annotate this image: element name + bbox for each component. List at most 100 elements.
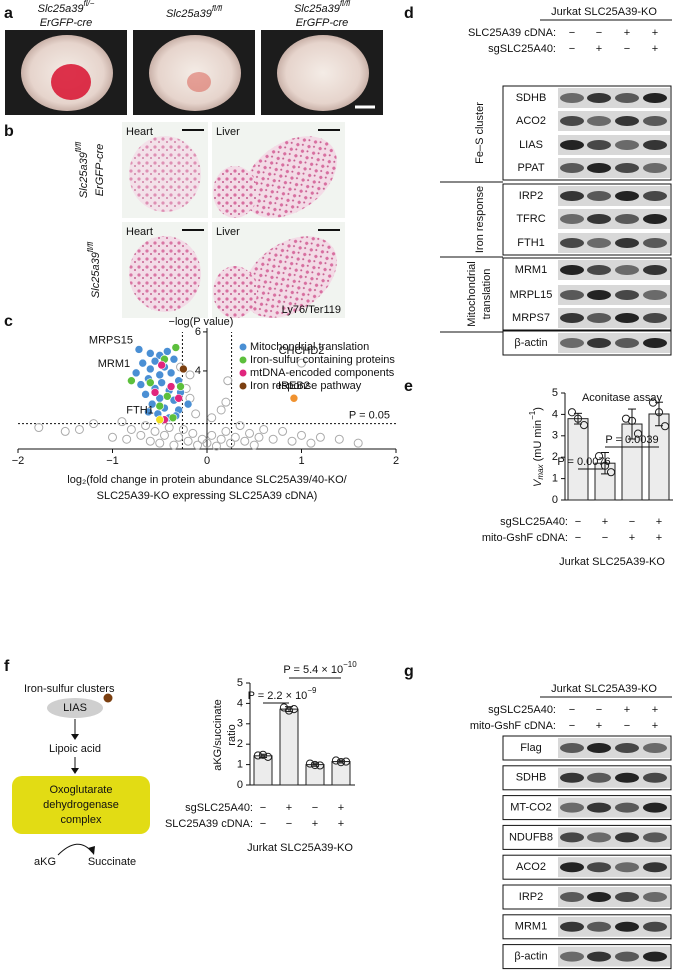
y-tick-label: 2 <box>552 451 558 463</box>
data-point <box>157 360 166 370</box>
blot-band <box>587 93 611 103</box>
data-point <box>145 436 155 446</box>
y-tick-label: 3 <box>552 430 558 442</box>
blot-band <box>560 832 584 843</box>
data-point <box>334 434 344 444</box>
embryo <box>277 35 369 111</box>
blot-band <box>615 921 639 932</box>
blot-band <box>615 832 639 843</box>
data-point <box>207 413 217 423</box>
blot-band <box>615 892 639 902</box>
blot-band <box>615 238 639 248</box>
replicate-point <box>567 408 577 417</box>
protein-label: NDUFB8 <box>509 831 553 843</box>
data-point <box>117 417 127 427</box>
y-tick-label: 4 <box>195 365 201 377</box>
blood <box>187 72 211 92</box>
blot-band <box>643 743 667 753</box>
data-point <box>171 343 181 352</box>
x-tick-label: 2 <box>393 455 399 467</box>
blot-strip <box>558 308 670 328</box>
replicate-point <box>594 452 604 461</box>
p-threshold-label: P = 0.05 <box>349 410 390 422</box>
data-point <box>168 413 178 423</box>
blot-band <box>643 772 667 783</box>
blot-strip <box>558 111 670 131</box>
blot-band <box>587 862 611 873</box>
data-point <box>178 424 188 434</box>
protein-label: IRP2 <box>519 190 543 202</box>
legend-swatch <box>239 369 247 377</box>
blot-band <box>587 772 611 783</box>
condition-sign: − <box>260 818 266 830</box>
replicate-point <box>331 756 341 765</box>
blot-band <box>560 892 584 902</box>
point-label: MRM1 <box>98 358 130 370</box>
blot-band <box>643 892 667 902</box>
group-box <box>502 765 672 791</box>
data-point <box>141 390 150 399</box>
y-tick-label: 1 <box>552 473 558 485</box>
tissue-label: Heart <box>126 126 153 138</box>
legend-label: mtDNA-encoded components <box>250 367 395 379</box>
blot-band <box>587 313 611 323</box>
condition-sign: − <box>286 818 292 830</box>
blot-strip <box>558 738 670 758</box>
text-part: fl/fl <box>212 4 222 13</box>
blot-strip <box>558 767 670 788</box>
data-point <box>297 430 306 440</box>
diagram-text: LIAS <box>63 702 87 714</box>
blot-band <box>615 214 639 224</box>
condition-sign: + <box>624 704 630 716</box>
condition-sign: + <box>656 516 662 528</box>
y-axis-label: −log(P value) <box>169 316 234 328</box>
data-point <box>146 364 155 374</box>
text-part: −10 <box>343 660 357 669</box>
protein-label: MRM1 <box>515 264 547 276</box>
blot-band <box>560 772 584 783</box>
y-tick-label: 0 <box>552 494 558 506</box>
data-point <box>155 438 165 448</box>
diagram-text: aKG <box>34 856 56 868</box>
blot-band <box>643 862 667 873</box>
point-label: FTH1 <box>126 405 154 417</box>
condition-sign: − <box>312 802 318 814</box>
data-point <box>240 436 250 446</box>
blot-band <box>587 338 611 348</box>
blot-band <box>560 290 584 300</box>
heart-tissue <box>129 136 201 212</box>
cell-line-label: Jurkat SLC25A39-KO <box>551 6 657 18</box>
blot-band <box>560 951 584 962</box>
replicate-point <box>627 416 637 425</box>
protein-label: PPAT <box>517 162 544 174</box>
x-tick-label: 1 <box>298 455 304 467</box>
bar <box>305 764 325 786</box>
protein-label: TFRC <box>516 213 545 225</box>
arrow-head <box>71 768 79 774</box>
y-tick-label: 4 <box>237 697 243 709</box>
blot-band <box>615 116 639 126</box>
liver-tissue <box>213 266 257 318</box>
data-point <box>138 358 148 368</box>
replicate-point <box>573 414 583 423</box>
panel-label: a <box>4 5 13 22</box>
blot-band <box>560 191 584 201</box>
cell-line-label: Jurkat SLC25A39-KO <box>247 842 353 854</box>
legend-swatch <box>239 343 247 351</box>
diagram-text: Lipoic acid <box>49 743 101 755</box>
panel-label: b <box>4 123 14 140</box>
point-label: CHCHD2 <box>279 345 325 357</box>
blot-band <box>560 163 584 173</box>
condition-label: SLC25A39 cDNA: <box>468 27 556 39</box>
data-point <box>155 370 165 380</box>
point-label: IREB2 <box>278 380 310 392</box>
y-tick-label: 6 <box>195 326 201 338</box>
data-point <box>221 426 231 436</box>
data-point <box>144 407 153 417</box>
blot-band <box>560 140 584 150</box>
blot-band <box>560 214 584 224</box>
data-point <box>157 378 166 387</box>
data-point <box>268 434 278 444</box>
replicate-point <box>284 706 294 715</box>
blot-band <box>560 338 584 348</box>
